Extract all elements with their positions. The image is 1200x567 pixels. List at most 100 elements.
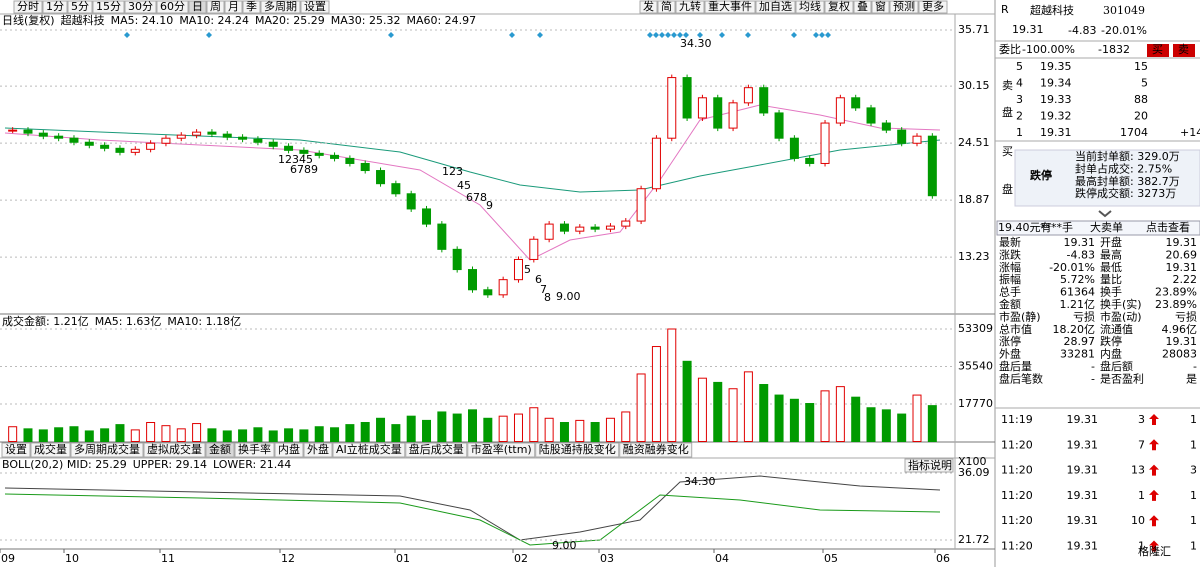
volume-bar bbox=[161, 425, 171, 442]
tool-button[interactable]: 发 bbox=[643, 0, 654, 13]
period-button[interactable]: 15分 bbox=[96, 0, 121, 13]
tab[interactable]: 盘后成交量 bbox=[409, 442, 464, 456]
sell-button[interactable] bbox=[1173, 44, 1195, 57]
tool-button-frame[interactable] bbox=[853, 0, 872, 14]
period-button-frame[interactable] bbox=[242, 0, 261, 14]
tab[interactable]: 内盘 bbox=[278, 442, 300, 456]
tab-frame[interactable] bbox=[1, 442, 31, 458]
tab-frame[interactable] bbox=[535, 442, 620, 458]
tool-button-frame[interactable] bbox=[675, 0, 705, 14]
tab[interactable]: 换手率 bbox=[238, 442, 271, 456]
big-order-text[interactable]: 大卖单 bbox=[1090, 220, 1123, 234]
tab[interactable]: 虚拟成交量 bbox=[147, 442, 202, 456]
tool-button-frame[interactable] bbox=[704, 0, 756, 14]
stat-value: 亏损 bbox=[1073, 309, 1095, 323]
tab-frame[interactable] bbox=[619, 442, 693, 458]
period-button-frame[interactable] bbox=[206, 0, 225, 14]
period-button[interactable]: 周 bbox=[210, 0, 221, 13]
sell-button-text[interactable]: 卖 bbox=[1178, 43, 1189, 56]
period-button[interactable]: 分时 bbox=[17, 0, 39, 13]
tab[interactable]: AI立桩成交量 bbox=[336, 442, 402, 456]
period-button[interactable]: 日 bbox=[192, 0, 203, 13]
tool-button[interactable]: 更多 bbox=[922, 0, 944, 13]
tab-frame[interactable] bbox=[332, 442, 406, 458]
tab-frame[interactable] bbox=[143, 442, 206, 458]
period-button[interactable]: 60分 bbox=[160, 0, 185, 13]
volume-bar bbox=[927, 405, 937, 443]
tool-button-frame[interactable] bbox=[889, 0, 919, 14]
tool-button-frame[interactable] bbox=[639, 0, 658, 14]
y-tick-label: 35.71 bbox=[958, 23, 990, 36]
period-button-frame[interactable] bbox=[224, 0, 243, 14]
tool-button-frame[interactable] bbox=[824, 0, 854, 14]
period-button[interactable]: 30分 bbox=[128, 0, 153, 13]
period-button[interactable]: 5分 bbox=[71, 0, 89, 13]
stat-value: 亏损 bbox=[1175, 309, 1197, 323]
big-order-text[interactable]: ****手 bbox=[1040, 220, 1073, 234]
tab-frame[interactable] bbox=[405, 442, 468, 458]
tool-button-frame[interactable] bbox=[657, 0, 676, 14]
buy-button-text[interactable]: 买 bbox=[1152, 43, 1163, 56]
period-button[interactable]: 1分 bbox=[46, 0, 64, 13]
stat-value: 19.31 bbox=[1166, 335, 1198, 348]
tab-frame[interactable] bbox=[30, 442, 71, 458]
trade-time: 11:20 bbox=[1001, 464, 1033, 477]
period-button-frame[interactable] bbox=[13, 0, 43, 14]
tab[interactable]: 市盈率(ttm) bbox=[471, 442, 532, 456]
tab[interactable]: 陆股通持股变化 bbox=[539, 442, 616, 456]
indicator-button-text[interactable]: 指标说明 bbox=[908, 458, 952, 472]
expand-chevron[interactable] bbox=[1098, 210, 1112, 218]
candle bbox=[238, 136, 248, 140]
tab[interactable]: 多周期成交量 bbox=[74, 442, 140, 456]
tab-frame[interactable] bbox=[303, 442, 333, 458]
tab-frame[interactable] bbox=[70, 442, 144, 458]
big-order-text[interactable]: 19.40元有 bbox=[998, 220, 1052, 234]
tab-frame[interactable] bbox=[234, 442, 275, 458]
tab-frame[interactable] bbox=[274, 442, 304, 458]
stat-label: 内盘 bbox=[1100, 347, 1122, 361]
tab[interactable]: 设置 bbox=[5, 443, 27, 456]
tool-button[interactable]: 重大事件 bbox=[708, 0, 752, 13]
tool-button[interactable]: 简 bbox=[661, 0, 672, 13]
tab-frame[interactable] bbox=[205, 442, 235, 458]
period-button-frame[interactable] bbox=[260, 0, 301, 14]
ask-level: 5 bbox=[1016, 60, 1023, 73]
tab[interactable]: 融资融券变化 bbox=[623, 442, 689, 456]
stat-value: 是 bbox=[1186, 372, 1197, 385]
tab[interactable]: 外盘 bbox=[307, 442, 329, 456]
tool-button[interactable]: 复权 bbox=[828, 0, 850, 13]
tool-button-frame[interactable] bbox=[755, 0, 796, 14]
trade-volume: 1 bbox=[1138, 540, 1145, 553]
tool-button[interactable]: 加自选 bbox=[759, 0, 792, 13]
tool-button[interactable]: 叠 bbox=[857, 0, 868, 13]
tool-button-frame[interactable] bbox=[871, 0, 890, 14]
candle bbox=[161, 137, 171, 144]
big-order-text[interactable]: 点击查看 bbox=[1146, 220, 1190, 234]
period-button-frame[interactable] bbox=[67, 0, 93, 14]
indicator-button[interactable] bbox=[904, 458, 954, 473]
tab-frame[interactable] bbox=[467, 442, 536, 458]
period-button-frame[interactable] bbox=[42, 0, 68, 14]
tool-button[interactable]: 窗 bbox=[875, 0, 886, 13]
period-button[interactable]: 月 bbox=[228, 0, 239, 13]
period-button[interactable]: 季 bbox=[246, 0, 257, 13]
period-button-frame[interactable] bbox=[156, 0, 189, 14]
tab[interactable]: 金额 bbox=[209, 442, 231, 456]
volume-bar bbox=[253, 427, 263, 443]
ma-legend: MA60: 24.97 bbox=[406, 14, 476, 27]
period-button-frame[interactable] bbox=[188, 0, 207, 14]
big-order-bar[interactable] bbox=[996, 220, 1200, 236]
tool-button[interactable]: 均线 bbox=[799, 0, 821, 13]
tool-button-frame[interactable] bbox=[795, 0, 825, 14]
period-button[interactable]: 多周期 bbox=[264, 0, 297, 13]
buy-button[interactable] bbox=[1147, 44, 1169, 57]
tool-button[interactable]: 预测 bbox=[893, 0, 915, 13]
period-button-frame[interactable] bbox=[124, 0, 157, 14]
period-button[interactable]: 设置 bbox=[304, 0, 326, 13]
tab[interactable]: 成交量 bbox=[34, 442, 67, 456]
period-button-frame[interactable] bbox=[92, 0, 125, 14]
tool-button[interactable]: 九转 bbox=[679, 0, 701, 13]
stat-value: -4.83 bbox=[1067, 248, 1095, 261]
period-button-frame[interactable] bbox=[300, 0, 330, 14]
tool-button-frame[interactable] bbox=[918, 0, 948, 14]
